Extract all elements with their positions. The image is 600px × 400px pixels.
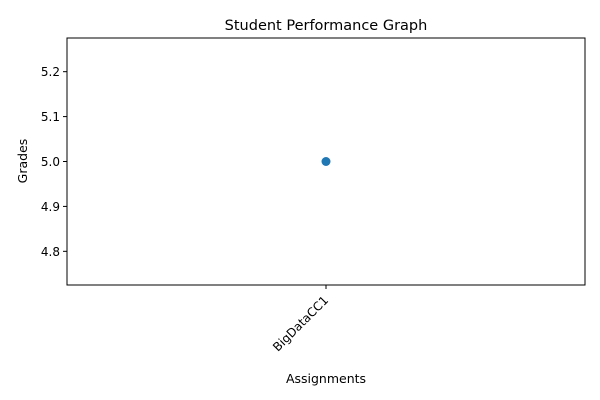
y-tick-label: 5.1 xyxy=(41,110,60,124)
y-tick-label: 4.8 xyxy=(41,245,60,259)
y-tick-label: 5.0 xyxy=(41,155,60,169)
series-layer xyxy=(321,157,331,166)
y-axis-ticks: 4.8 4.9 5.0 5.1 5.2 xyxy=(41,65,67,259)
chart-title: Student Performance Graph xyxy=(225,18,428,34)
y-tick-label: 4.9 xyxy=(41,200,60,214)
y-tick-label: 5.2 xyxy=(41,65,60,79)
plot-area-frame xyxy=(66,37,586,286)
data-point xyxy=(321,157,331,166)
y-axis-label: Grades xyxy=(15,139,30,184)
x-axis-label: Assignments xyxy=(286,371,366,386)
